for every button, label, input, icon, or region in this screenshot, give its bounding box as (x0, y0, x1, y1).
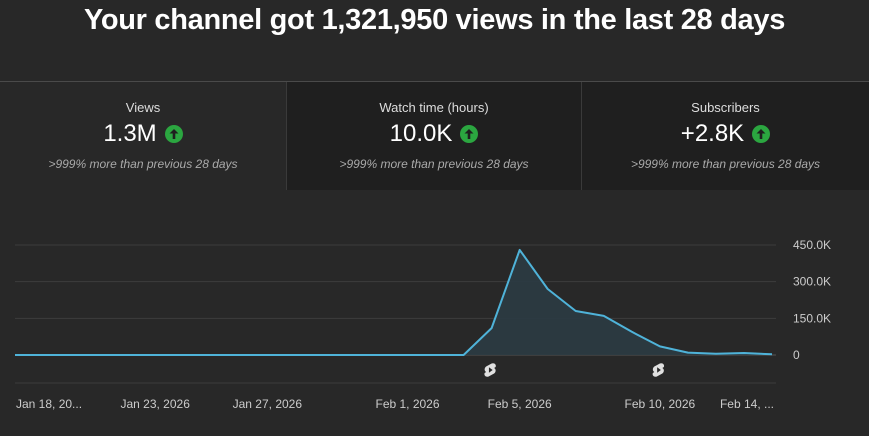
tab-value: +2.8K (680, 120, 745, 147)
data-point (659, 345, 661, 347)
tab-value: 1.3M (103, 120, 157, 147)
data-point (603, 315, 605, 317)
x-tick-label: Feb 14, ... (720, 397, 774, 411)
data-point (14, 354, 16, 356)
data-point (266, 354, 268, 356)
x-tick-label: Jan 27, 2026 (233, 397, 303, 411)
tab-value-row: 1.3M (0, 120, 286, 148)
x-tick-label: Feb 5, 2026 (488, 397, 552, 411)
tab-value-row: 10.0K (287, 120, 581, 148)
tab-subscribers[interactable]: Subscribers +2.8K >999% more than previo… (581, 82, 869, 190)
x-tick-label: Jan 23, 2026 (120, 397, 190, 411)
tab-value: 10.0K (389, 120, 453, 147)
views-chart[interactable]: 0 150.0K 300.0K 450.0K Jan 18, 20... Jan 23, … (0, 190, 869, 435)
data-point (575, 310, 577, 312)
data-point (519, 249, 521, 251)
y-tick-label: 300.0K (793, 275, 831, 289)
series-line (15, 248, 773, 356)
data-point (238, 354, 240, 356)
tab-compare: >999% more than previous 28 days (48, 157, 238, 171)
arrow-up-icon (752, 125, 771, 143)
data-point (322, 354, 324, 356)
x-tick-label: Feb 1, 2026 (375, 397, 439, 411)
data-point (70, 354, 72, 356)
data-point (743, 352, 745, 354)
y-tick-label: 0 (793, 348, 800, 362)
tab-compare: >999% more than previous 28 days (339, 157, 529, 171)
data-point (715, 353, 717, 355)
data-point (490, 327, 492, 329)
data-point (294, 354, 296, 356)
data-point (378, 354, 380, 356)
data-point (434, 354, 436, 356)
data-point (547, 288, 549, 290)
tab-value-row: +2.8K (582, 120, 869, 148)
arrow-up-icon (164, 125, 183, 143)
y-tick-label: 450.0K (793, 238, 831, 252)
data-point (406, 354, 408, 356)
tab-compare: >999% more than previous 28 days (630, 157, 821, 171)
series-area (15, 249, 772, 355)
shorts-icon (484, 363, 496, 377)
data-point (771, 353, 773, 355)
data-point (631, 331, 633, 333)
shorts-icon (652, 363, 665, 377)
tab-label: Subscribers (691, 100, 760, 115)
tab-label: Watch time (hours) (379, 100, 489, 115)
data-point (462, 354, 464, 356)
data-point (98, 354, 100, 356)
data-point (350, 354, 352, 356)
headline: Your channel got 1,321,950 views in the … (83, 4, 786, 36)
data-point (182, 354, 184, 356)
x-tick-label: Feb 10, 2026 (624, 397, 695, 411)
tab-label: Views (125, 100, 161, 115)
metric-tabs: Views 1.3M >999% more than previous 28 d… (0, 82, 869, 190)
data-point (687, 351, 689, 353)
data-point (154, 354, 156, 356)
y-tick-label: 150.0K (793, 311, 831, 325)
data-point (210, 354, 212, 356)
tab-views[interactable]: Views 1.3M >999% more than previous 28 d… (0, 82, 286, 190)
arrow-up-icon (460, 125, 479, 143)
analytics-panel: Views 1.3M >999% more than previous 28 d… (0, 81, 869, 436)
data-point (126, 354, 128, 356)
data-point (42, 354, 44, 356)
tab-watch-time[interactable]: Watch time (hours) 10.0K >999% more than… (286, 82, 581, 190)
x-tick-label: Jan 18, 20... (16, 397, 82, 411)
